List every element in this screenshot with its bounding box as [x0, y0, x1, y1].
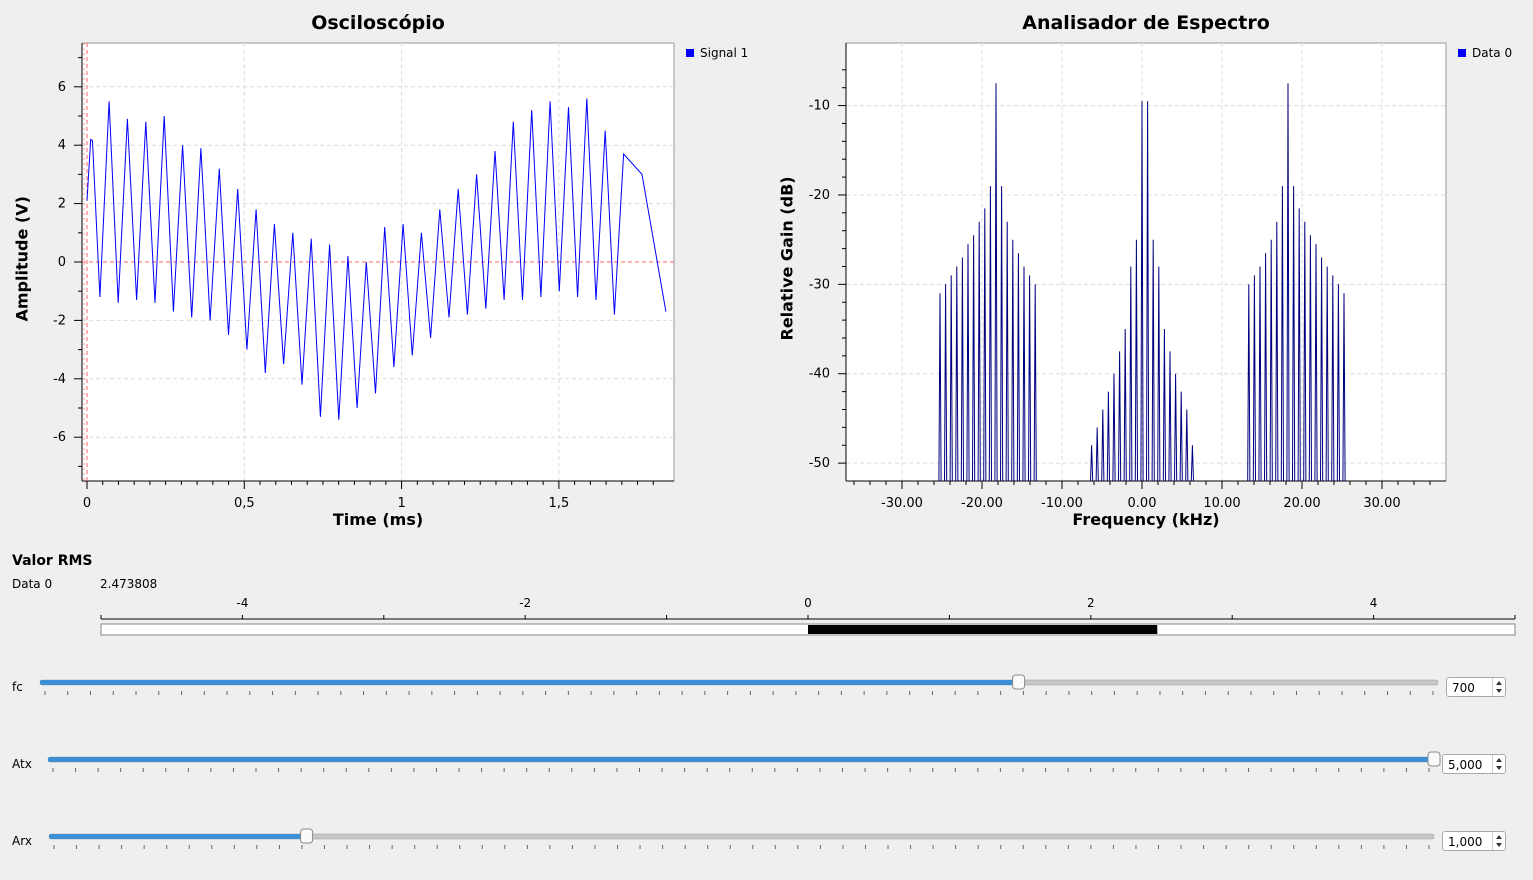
rms-scale-label: -4: [236, 596, 248, 610]
rms-title: Valor RMS: [12, 553, 93, 569]
spin-arrows-icon[interactable]: [1493, 678, 1505, 696]
spectrum-x-tick-label: -30.00: [881, 496, 923, 510]
oscilloscope-legend-label: Signal 1: [700, 46, 749, 60]
atx-slider[interactable]: [0, 749, 1445, 779]
spectrum-y-tick-label: -50: [809, 456, 830, 471]
oscilloscope-legend[interactable]: Signal 1: [686, 46, 748, 60]
arx-spinbox-value[interactable]: 1,000: [1448, 835, 1483, 849]
data-0-spectrum-line: [938, 83, 1346, 482]
atx-spinbox-value[interactable]: 5,000: [1448, 758, 1483, 772]
arx-slider[interactable]: [0, 826, 1445, 856]
spectrum-x-tick-label: 0.00: [1128, 496, 1157, 510]
spectrum-y-tick-label: -40: [809, 367, 830, 382]
rms-value: 2.473808: [100, 577, 158, 591]
spectrum-x-tick-label: -10.00: [1041, 496, 1083, 510]
oscilloscope-xlabel: Time (ms): [332, 510, 424, 529]
slider-handle: [1427, 751, 1441, 767]
spectrum-plot[interactable]: -10 -20 -30 -40 -50 -30.00 -20.00 -10.00 0.00 10.…: [760, 0, 1460, 510]
rms-bar-gauge: -4 -2 0 2 4: [100, 596, 1516, 636]
spectrum-y-tick-label: -30: [809, 277, 830, 292]
rms-scale-label: 0: [804, 596, 812, 610]
oscilloscope-y-tick-label: 2: [58, 197, 66, 212]
spectrum-legend[interactable]: Data 0: [1458, 46, 1512, 60]
oscilloscope-title: Osciloscópio: [311, 12, 445, 34]
rms-bar-fill: [808, 625, 1158, 634]
rms-scale-label: -2: [519, 596, 531, 610]
spin-arrows-icon[interactable]: [1493, 755, 1505, 773]
slider-handle: [1012, 674, 1026, 690]
fc-slider[interactable]: [0, 672, 1445, 702]
spectrum-y-tick-label: -20: [809, 188, 830, 203]
fc-label: fc: [12, 680, 23, 694]
spectrum-x-tick-label: 30.00: [1363, 496, 1400, 510]
legend-swatch: [686, 49, 694, 57]
spectrum-xlabel: Frequency (kHz): [1072, 510, 1220, 529]
spectrum-legend-label: Data 0: [1472, 46, 1513, 60]
arx-label: Arx: [12, 834, 32, 848]
fc-spin-arrows[interactable]: [1492, 678, 1505, 696]
spectrum-title: Analisador de Espectro: [1022, 12, 1270, 34]
signal-1-line: [86, 98, 667, 420]
fc-spinbox[interactable]: 700: [1446, 677, 1506, 697]
rms-scale-label: 2: [1087, 596, 1095, 610]
oscilloscope-y-tick-label: -2: [53, 313, 66, 328]
oscilloscope-plot[interactable]: -6 -4 -2 0 2 4 6 0 0,5 1 1,5: [0, 0, 760, 510]
atx-label: Atx: [12, 757, 32, 771]
atx-spinbox[interactable]: 5,000: [1442, 754, 1506, 774]
spectrum-canvas: [846, 43, 1446, 481]
spin-arrows-icon[interactable]: [1493, 832, 1505, 850]
slider-fill: [40, 680, 1019, 685]
oscilloscope-y-tick-label: 0: [58, 255, 66, 270]
oscilloscope-x-tick-label: 0: [83, 496, 91, 510]
slider-handle: [300, 828, 314, 844]
legend-swatch: [1458, 49, 1466, 57]
oscilloscope-y-tick-label: -4: [53, 372, 66, 387]
oscilloscope-x-tick-label: 1,5: [549, 496, 570, 510]
oscilloscope-y-tick-label: 6: [58, 80, 66, 95]
slider-fill: [49, 834, 307, 839]
spectrum-x-tick-label: 20.00: [1283, 496, 1320, 510]
slider-fill: [48, 757, 1434, 762]
spectrum-y-tick-label: -10: [809, 99, 830, 114]
spectrum-x-tick-label: -20.00: [961, 496, 1003, 510]
rms-scale-label: 4: [1370, 596, 1378, 610]
oscilloscope-x-tick-label: 1: [397, 496, 405, 510]
oscilloscope-y-tick-label: 4: [58, 138, 66, 153]
arx-spin-arrows[interactable]: [1492, 832, 1505, 850]
atx-spin-arrows[interactable]: [1492, 755, 1505, 773]
spectrum-x-tick-label: 10.00: [1203, 496, 1240, 510]
arx-spinbox[interactable]: 1,000: [1442, 831, 1506, 851]
fc-spinbox-value[interactable]: 700: [1452, 681, 1475, 695]
oscilloscope-y-tick-label: -6: [53, 430, 66, 445]
oscilloscope-x-tick-label: 0,5: [234, 496, 255, 510]
rms-label: Data 0: [12, 577, 53, 591]
